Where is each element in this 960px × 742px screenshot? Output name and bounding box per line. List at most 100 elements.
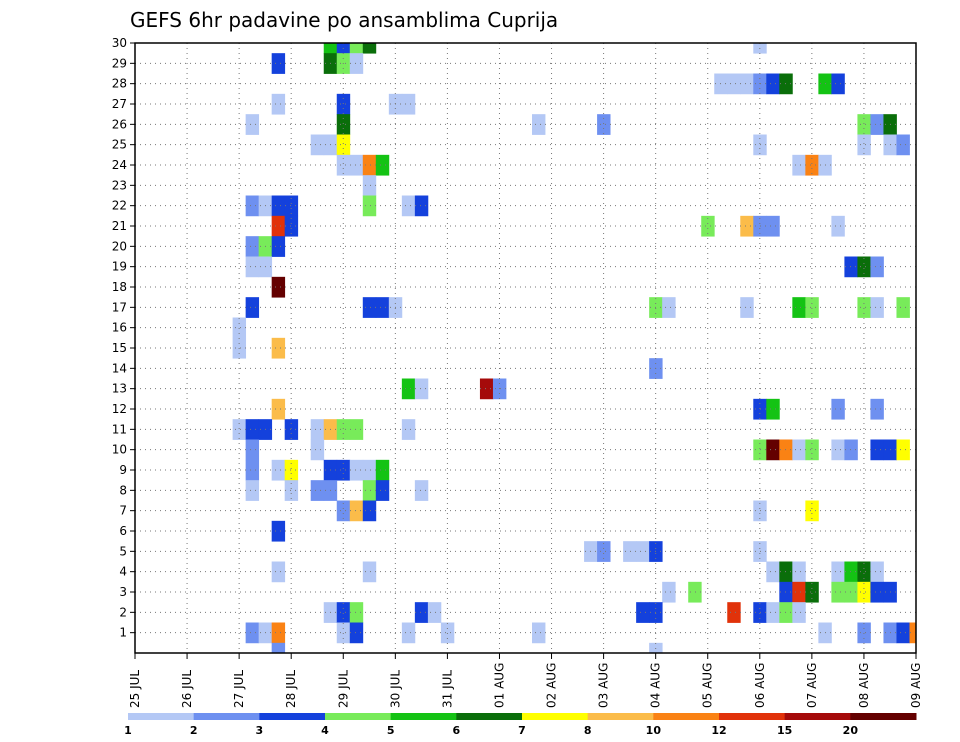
legend-label: 6 — [453, 724, 461, 737]
x-tick-label: 04 AUG — [649, 663, 663, 708]
heatmap-cell — [245, 236, 260, 257]
heatmap-cell — [870, 561, 884, 583]
heatmap-cell — [271, 459, 286, 481]
heatmap-cell — [271, 337, 286, 359]
x-tick-label: 25 JUL — [128, 670, 142, 708]
legend-color-swatch — [325, 713, 392, 720]
legend-label: 1 — [124, 724, 132, 737]
heatmap-cell — [271, 195, 286, 217]
heatmap-cell — [362, 195, 377, 217]
y-tick-label: 3 — [119, 585, 127, 599]
heatmap-cell — [896, 297, 910, 318]
heatmap-cell — [284, 195, 299, 217]
heatmap-cell — [870, 114, 884, 135]
y-tick-label: 30 — [112, 36, 127, 50]
heatmap-cell — [271, 642, 286, 654]
heatmap-cell — [349, 459, 364, 481]
y-tick-label: 27 — [112, 97, 127, 111]
heatmap-cell — [870, 439, 884, 461]
heatmap-cell — [844, 581, 858, 603]
heatmap-cell — [362, 175, 377, 196]
heatmap-cell — [857, 134, 871, 156]
y-tick-label: 1 — [119, 626, 127, 640]
heatmap-cell — [844, 439, 858, 461]
x-tick-label: 27 JUL — [232, 670, 246, 708]
heatmap-cell — [766, 602, 780, 623]
heatmap-cell — [336, 622, 351, 644]
heatmap-cell — [857, 622, 871, 644]
heatmap-cell — [284, 459, 299, 481]
heatmap-cell — [245, 195, 260, 217]
heatmap-cell — [636, 602, 650, 623]
x-tick-label: 02 AUG — [545, 663, 559, 708]
heatmap-cell — [414, 602, 429, 623]
y-tick-label: 4 — [119, 565, 127, 579]
y-tick-label: 12 — [112, 402, 127, 416]
heatmap-cell — [375, 154, 390, 176]
y-tick-label: 17 — [112, 300, 127, 314]
heatmap-cell — [779, 602, 793, 623]
legend-color-swatch — [193, 713, 260, 720]
heatmap-cell — [597, 541, 611, 562]
y-tick-label: 8 — [119, 483, 127, 497]
x-axis-ticks: 25 JUL 26 JUL 27 JUL 28 JUL 29 JUL 30 JUL 31 J… — [128, 653, 923, 708]
x-tick-label: 01 AUG — [492, 663, 506, 708]
y-tick-label: 2 — [119, 605, 127, 619]
heatmap-cell — [362, 561, 377, 583]
heatmap-cell — [779, 73, 793, 95]
y-tick-label: 18 — [112, 280, 127, 294]
y-axis-ticks: 1234567891011121314151617181920212223242… — [112, 36, 135, 640]
heatmap-cell — [701, 215, 715, 237]
y-tick-label: 5 — [119, 544, 127, 558]
legend-label: 5 — [387, 724, 395, 737]
heatmap-cell — [271, 53, 286, 74]
heatmap-cell — [349, 602, 364, 623]
heatmap-cell — [271, 93, 286, 115]
heatmap-cell — [857, 297, 871, 318]
heatmap-cell — [414, 378, 429, 400]
heatmap-cell — [401, 622, 416, 644]
heatmap-cell — [896, 439, 910, 461]
legend-color-swatch — [128, 713, 195, 720]
heatmap-cell — [870, 297, 884, 318]
heatmap-cell — [349, 500, 364, 522]
legend-color-swatch — [259, 713, 326, 720]
heatmap-cell — [245, 419, 260, 440]
heatmap-cell — [831, 73, 845, 95]
heatmap-cell — [401, 195, 416, 217]
heatmap-cell — [805, 297, 819, 318]
heatmap-cell — [349, 43, 364, 54]
legend-label: 3 — [256, 724, 264, 737]
heatmap-cell — [310, 134, 325, 156]
heatmap-cell — [896, 134, 910, 156]
heatmap-cell — [766, 215, 780, 237]
y-tick-label: 28 — [112, 77, 127, 91]
heatmap-cell — [284, 419, 299, 440]
heatmap-cell — [232, 317, 247, 339]
heatmap-cell — [740, 73, 754, 95]
heatmap-cell — [375, 480, 390, 501]
heatmap-cell — [623, 541, 637, 562]
legend-color-swatch — [587, 713, 654, 720]
heatmap-cell — [532, 622, 546, 644]
y-tick-label: 11 — [112, 422, 127, 436]
heatmap-cell — [375, 297, 390, 318]
heatmap-cell — [414, 480, 429, 501]
heatmap-cell — [245, 622, 260, 644]
heatmap-cell — [740, 297, 754, 318]
heatmap-cell — [870, 398, 884, 420]
heatmap-cell — [245, 459, 260, 481]
heatmap-cell — [271, 215, 286, 237]
legend-label: 15 — [777, 724, 792, 737]
heatmap-cell — [349, 53, 364, 74]
y-tick-label: 15 — [112, 341, 127, 355]
heatmap-cell — [245, 439, 260, 461]
heatmap-cell — [271, 622, 286, 644]
heatmap-cell — [805, 581, 819, 603]
heatmap-cell — [336, 154, 351, 176]
y-tick-label: 6 — [119, 524, 127, 538]
legend-label: 12 — [711, 724, 726, 737]
grid-lines — [135, 42, 916, 653]
heatmap-cell — [857, 581, 871, 603]
legend-color-swatch — [653, 713, 720, 720]
